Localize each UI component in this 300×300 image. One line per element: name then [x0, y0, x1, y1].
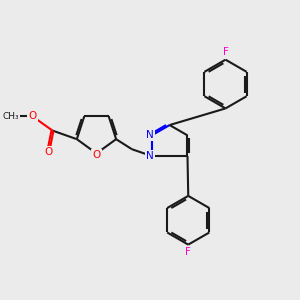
Text: N: N: [146, 151, 154, 161]
Text: O: O: [44, 147, 52, 157]
Text: O: O: [28, 111, 37, 121]
Text: CH₃: CH₃: [2, 112, 19, 121]
Text: F: F: [185, 247, 191, 257]
Text: F: F: [223, 47, 229, 58]
Text: O: O: [92, 150, 101, 160]
Text: N: N: [146, 130, 154, 140]
